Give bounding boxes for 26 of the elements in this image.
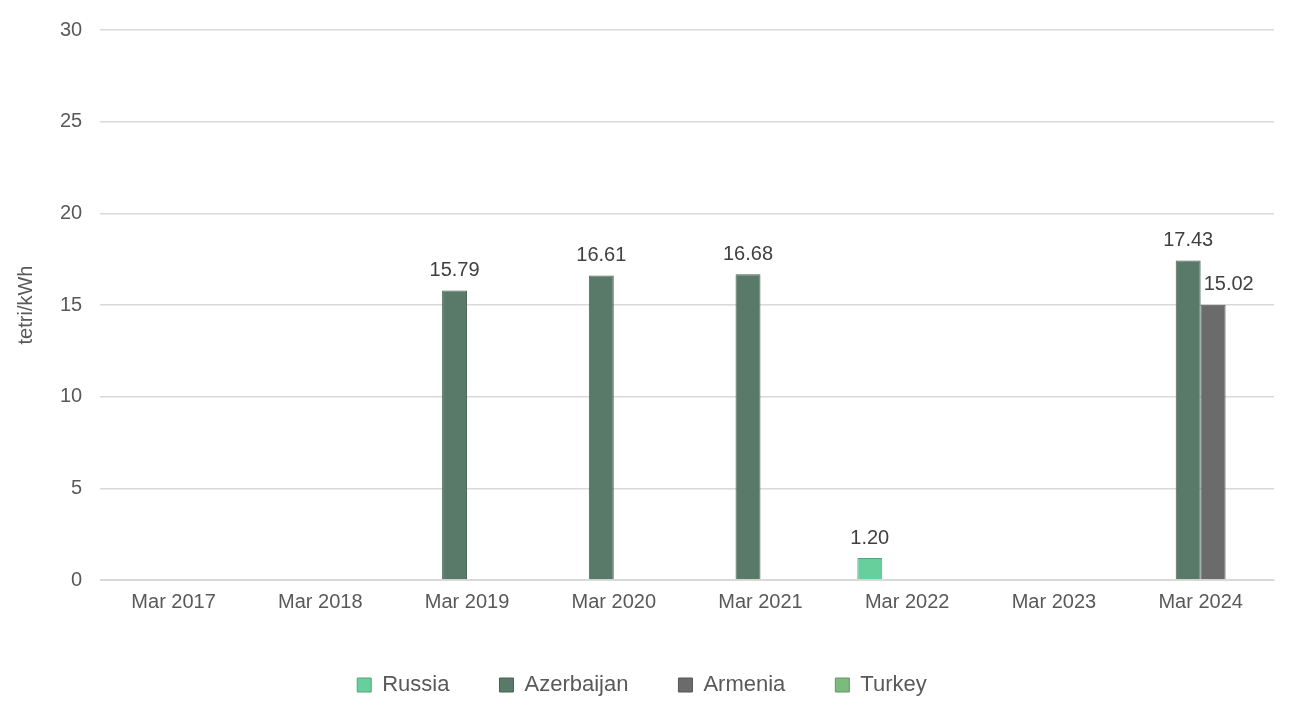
data-label: 17.43	[1163, 227, 1214, 250]
data-label: 15.02	[1203, 272, 1254, 295]
x-tick-label: Mar 2018	[278, 589, 363, 612]
y-axis-title: tetri/kWh	[13, 265, 36, 345]
legend-label: Russia	[382, 671, 451, 697]
x-tick-label: Mar 2020	[571, 589, 657, 612]
data-label: 16.61	[576, 243, 627, 265]
y-tick-label: 5	[71, 475, 83, 498]
y-tick-label: 30	[60, 17, 83, 40]
x-tick-label: Mar 2017	[131, 589, 216, 612]
y-tick-label: 10	[60, 384, 83, 407]
y-tick-label: 15	[60, 292, 83, 315]
x-tick-label: Mar 2021	[718, 589, 803, 612]
y-tick-label: 20	[60, 200, 83, 223]
y-tick-label: 0	[71, 567, 83, 590]
x-tick-label: Mar 2022	[864, 589, 950, 612]
legend-label: Azerbaijan	[524, 671, 629, 697]
x-tick-label: Mar 2024	[1158, 589, 1243, 612]
data-label: 1.20	[850, 525, 890, 548]
x-tick-label: Mar 2023	[1011, 589, 1097, 612]
legend-label: Turkey	[860, 671, 927, 697]
y-tick-label: 25	[60, 109, 83, 132]
x-tick-label: Mar 2019	[424, 589, 510, 612]
data-label: 15.79	[429, 258, 480, 281]
data-label: 16.68	[722, 241, 774, 264]
legend-label: Armenia	[703, 671, 787, 697]
